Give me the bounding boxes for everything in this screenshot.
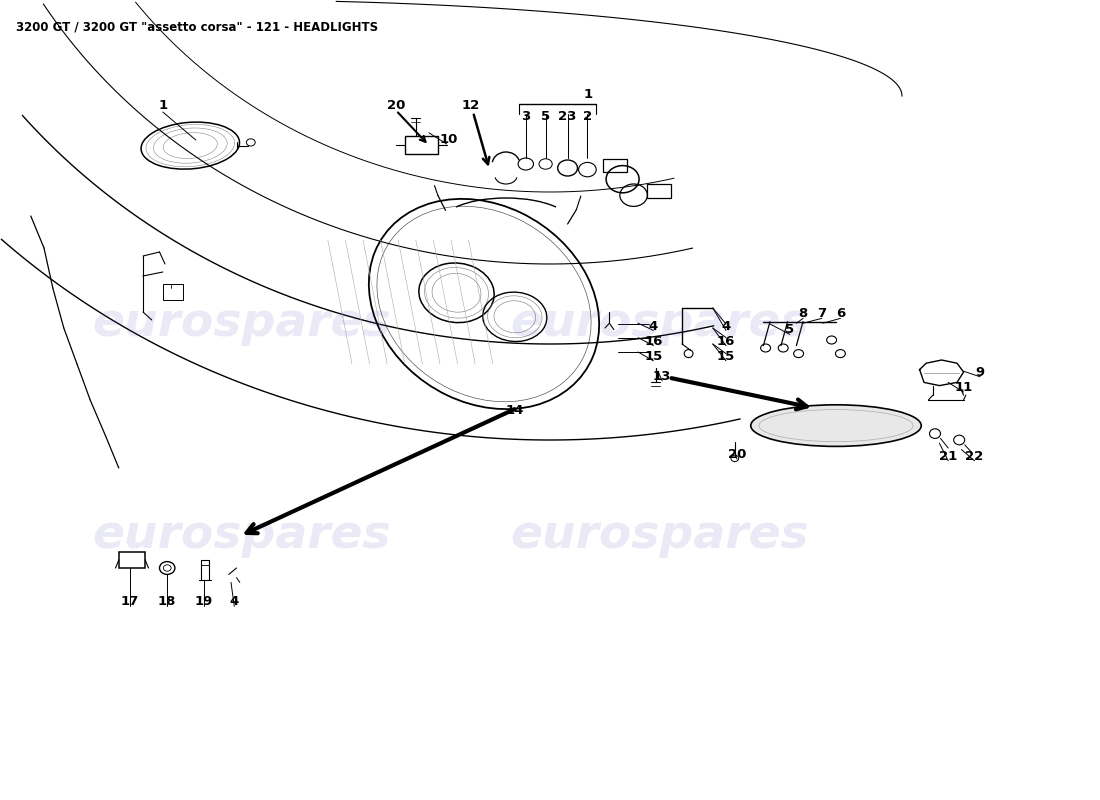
Ellipse shape	[750, 405, 922, 446]
Text: 16: 16	[645, 335, 662, 348]
Text: 9: 9	[976, 366, 984, 378]
Text: 5: 5	[541, 110, 550, 123]
Text: 5: 5	[785, 323, 794, 336]
Text: 17: 17	[121, 595, 139, 608]
Text: 4: 4	[230, 595, 239, 608]
Text: 11: 11	[955, 381, 972, 394]
Text: eurospares: eurospares	[510, 514, 810, 558]
Text: 16: 16	[717, 335, 735, 348]
Text: 21: 21	[939, 450, 957, 462]
Bar	[119, 552, 145, 568]
Bar	[163, 284, 183, 300]
Text: 3200 GT / 3200 GT "assetto corsa" - 121 - HEADLIGHTS: 3200 GT / 3200 GT "assetto corsa" - 121 …	[16, 20, 378, 33]
Text: 20: 20	[728, 448, 746, 461]
Text: 4: 4	[649, 320, 658, 333]
Text: 12: 12	[462, 99, 480, 112]
Text: 8: 8	[799, 307, 807, 320]
Text: 22: 22	[966, 450, 983, 462]
Text: 23: 23	[559, 110, 576, 123]
Bar	[405, 136, 438, 154]
Bar	[603, 159, 627, 172]
Text: 1: 1	[584, 88, 593, 101]
Text: 18: 18	[158, 595, 176, 608]
Text: eurospares: eurospares	[510, 302, 810, 346]
Text: 7: 7	[817, 307, 826, 320]
Text: 4: 4	[722, 320, 730, 333]
Text: eurospares: eurospares	[92, 302, 392, 346]
Text: 15: 15	[645, 350, 662, 363]
Text: 10: 10	[440, 133, 458, 146]
Text: 1: 1	[158, 99, 167, 112]
Text: 13: 13	[653, 370, 671, 382]
Bar	[647, 184, 671, 198]
Text: 2: 2	[583, 110, 592, 123]
Text: 19: 19	[195, 595, 212, 608]
Text: 14: 14	[506, 404, 524, 417]
Text: 3: 3	[521, 110, 530, 123]
Text: eurospares: eurospares	[92, 514, 392, 558]
Text: 15: 15	[717, 350, 735, 363]
Text: 6: 6	[836, 307, 845, 320]
Text: 20: 20	[387, 99, 405, 112]
